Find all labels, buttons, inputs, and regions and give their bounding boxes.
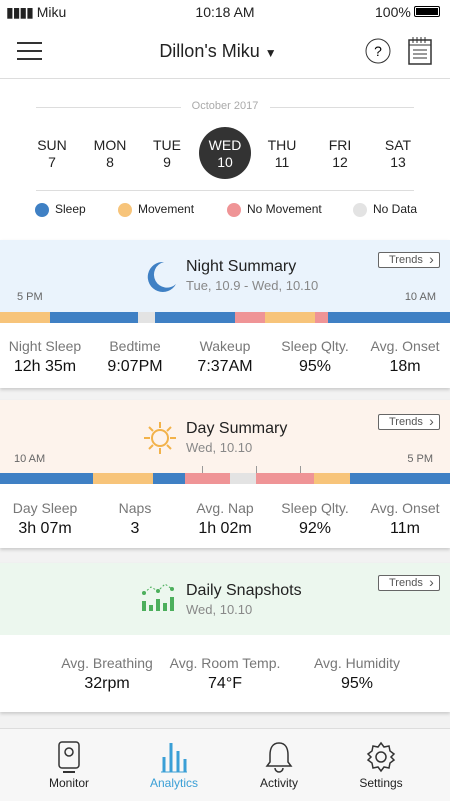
day-date[interactable]: 10 (217, 154, 233, 170)
day-timeline (0, 473, 450, 484)
day-name[interactable]: THU (267, 137, 297, 153)
monitor-icon (58, 741, 80, 773)
night-timeline (0, 312, 450, 323)
clock: 10:18 AM (195, 4, 255, 20)
stat-value: 3h 07m (18, 520, 72, 537)
legend-label: Movement (138, 202, 195, 216)
legend-dot (35, 202, 49, 217)
stat-value: 74°F (208, 675, 242, 692)
status-bar: ▮▮▮▮ Miku 10:18 AM 100% (0, 0, 450, 24)
stat-value: 92% (298, 520, 332, 537)
day-name[interactable]: MON (93, 137, 127, 153)
timeline-start: 10 AM (14, 453, 46, 465)
stat-value: 95% (340, 675, 374, 692)
stat-label: Day Sleep (12, 500, 78, 516)
svg-text:?: ? (374, 43, 382, 59)
stat-label: Avg. Room Temp. (169, 655, 281, 671)
stat-value: 9:07PM (107, 358, 163, 375)
snapshots-card[interactable]: Daily Snapshots Wed, 10.10 Trends Avg. B… (0, 563, 450, 712)
stat-value: 95% (298, 358, 332, 375)
stat-label: Night Sleep (8, 338, 82, 354)
day-date[interactable]: 11 (274, 154, 290, 170)
day-date[interactable]: 12 (332, 154, 348, 170)
stat-value: 18m (389, 358, 421, 375)
stat-value: 7:37AM (197, 358, 253, 375)
trends-button[interactable]: Trends (378, 413, 440, 430)
card-subtitle: Wed, 10.10 (186, 440, 253, 455)
moon-icon (147, 261, 176, 292)
calendar-button[interactable] (408, 37, 432, 65)
legend-dot (353, 202, 367, 217)
stat-label: Avg. Humidity (313, 655, 401, 671)
analytics-icon (161, 743, 187, 773)
card-title: Night Summary (186, 258, 297, 275)
stat-value: 11m (390, 520, 420, 537)
day-date[interactable]: 9 (163, 154, 171, 170)
stat-label: Sleep Qlty. (281, 338, 349, 354)
trends-button[interactable]: Trends (378, 251, 440, 268)
day-date[interactable]: 8 (106, 154, 114, 170)
stat-value: 32rpm (84, 675, 130, 692)
day-date[interactable]: 7 (48, 154, 56, 170)
legend-item: No Movement (227, 202, 322, 217)
trends-button[interactable]: Trends (378, 574, 440, 591)
day-name[interactable]: SUN (37, 137, 67, 153)
stat-label: Avg. Onset (370, 338, 440, 354)
day-name[interactable]: TUE (153, 137, 181, 153)
timeline-end: 10 AM (404, 291, 436, 303)
day-name[interactable]: WED (208, 137, 242, 153)
carrier: ▮▮▮▮ Miku (6, 4, 67, 20)
day-summary-card[interactable]: Day Summary Wed, 10.10 Trends 10 AM 5 PM… (0, 400, 450, 548)
calendar: October 2017 SUN 7 MON 8 TUE 9 WED 10 THU 11 FRI 12… (0, 79, 450, 240)
day-name[interactable]: FRI (328, 137, 352, 153)
legend-item: No Data (353, 202, 417, 217)
timeline-start: 5 PM (17, 291, 43, 303)
stat-value: 1h 02m (198, 520, 252, 537)
legend-dot (227, 202, 241, 217)
battery-icon (414, 6, 440, 17)
day-date[interactable]: 13 (390, 154, 406, 170)
device-title[interactable]: Dillon's Miku ▼ (159, 41, 277, 61)
tab-label[interactable]: Activity (259, 776, 299, 790)
stat-label: Bedtime (109, 338, 161, 354)
stat-value: 12h 35m (13, 358, 77, 375)
month-label: October 2017 (191, 100, 259, 112)
menu-button[interactable] (17, 41, 43, 61)
battery-text: 100% (375, 4, 411, 20)
stat-label: Sleep Qlty. (281, 500, 349, 516)
legend-dot (118, 202, 132, 217)
snapshot-icon (142, 583, 174, 611)
settings-icon (366, 741, 396, 773)
sun-icon (144, 422, 176, 454)
help-button[interactable]: ? (365, 38, 391, 64)
legend-item: Movement (118, 202, 194, 217)
tab-bar: Monitor Analytics Activity Settings (0, 728, 450, 801)
card-title: Day Summary (186, 420, 288, 437)
title-text: Dillon's Miku (159, 41, 260, 61)
tab-label[interactable]: Monitor (48, 776, 90, 790)
legend-label: No Movement (247, 202, 322, 216)
carrier-text: Miku (36, 4, 67, 20)
night-summary-card[interactable]: Night Summary Tue, 10.9 - Wed, 10.10 Tre… (0, 240, 450, 388)
card-subtitle: Wed, 10.10 (186, 602, 253, 617)
legend-item: Sleep (35, 202, 86, 217)
header: Dillon's Miku ▼ ? (0, 24, 450, 79)
stat-label: Avg. Breathing (61, 655, 153, 671)
card-subtitle: Tue, 10.9 - Wed, 10.10 (186, 278, 319, 293)
activity-icon (265, 742, 293, 773)
legend-label: Sleep (55, 202, 86, 216)
stat-label: Avg. Onset (370, 500, 440, 516)
stat-label: Wakeup (199, 338, 251, 354)
stat-label: Avg. Nap (196, 500, 254, 516)
stat-value: 3 (130, 520, 140, 537)
tab-label[interactable]: Analytics (149, 776, 199, 790)
stat-label: Naps (118, 500, 152, 516)
selected-day (199, 127, 251, 179)
day-name[interactable]: SAT (384, 137, 412, 153)
card-title: Daily Snapshots (186, 582, 302, 599)
timeline-end: 5 PM (407, 453, 433, 465)
legend-label: No Data (373, 202, 418, 216)
tab-label[interactable]: Settings (359, 776, 403, 790)
